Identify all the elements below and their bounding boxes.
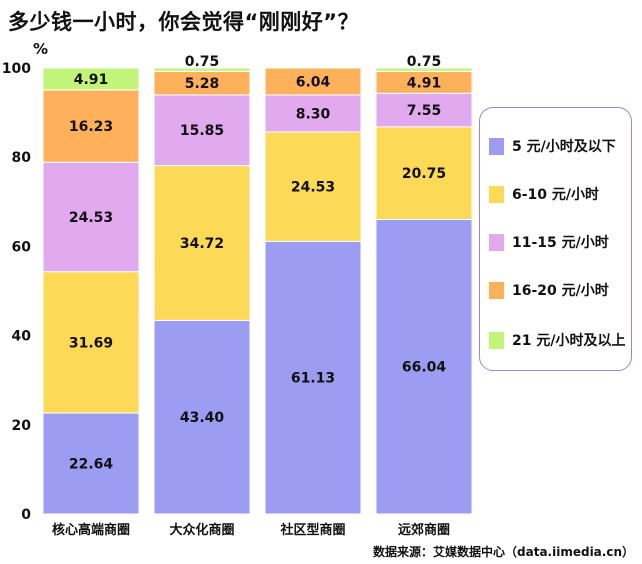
chart-title: 多少钱一小时，你会觉得“刚刚好”？ xyxy=(8,10,360,34)
data-label: 16.23 xyxy=(69,119,113,135)
y-tick-label: 60 xyxy=(12,239,32,255)
bar-segment xyxy=(153,319,251,515)
data-label: 22.64 xyxy=(69,457,114,473)
bar-segment xyxy=(153,67,251,72)
legend-item: 16-20 元/小时 xyxy=(489,280,609,300)
data-label: 0.75 xyxy=(407,54,442,70)
data-label: 6.04 xyxy=(296,74,331,90)
data-source-note: 数据来源：艾媒数据中心（data.iimedia.cn） xyxy=(373,545,634,559)
legend-swatch xyxy=(489,185,504,203)
legend-label: 6-10 元/小时 xyxy=(512,187,600,203)
legend: 5 元/小时及以下 6-10 元/小时 11-15 元/小时 16-20 元/小… xyxy=(479,107,632,371)
x-category-label: 核心高端商圈 xyxy=(52,522,130,538)
data-label: 20.75 xyxy=(402,166,446,182)
legend-item: 6-10 元/小时 xyxy=(489,184,599,204)
data-label: 8.30 xyxy=(296,106,331,122)
bar-segment xyxy=(264,94,362,133)
legend-swatch xyxy=(489,331,504,349)
data-label: 0.75 xyxy=(185,54,220,70)
bar-segment xyxy=(375,92,473,128)
data-label: 43.40 xyxy=(180,410,225,426)
bar-segment xyxy=(264,131,362,242)
bar-segment xyxy=(42,161,140,273)
data-label: 4.91 xyxy=(407,75,442,91)
legend-swatch xyxy=(489,233,504,251)
bar-segment xyxy=(264,67,362,96)
x-category-label: 社区型商圈 xyxy=(279,522,345,538)
data-label: 61.13 xyxy=(291,371,335,387)
data-label: 7.55 xyxy=(407,103,442,119)
bar-segment xyxy=(375,126,473,220)
data-label: 5.28 xyxy=(185,76,220,92)
x-category-label: 大众化商圈 xyxy=(169,522,234,538)
data-label: 15.85 xyxy=(180,123,224,139)
data-label: 4.91 xyxy=(74,72,109,88)
bar-segment xyxy=(375,218,473,515)
y-tick-label: 100 xyxy=(2,61,31,77)
legend-item: 21 元/小时及以上 xyxy=(489,330,625,350)
bar-segment xyxy=(264,240,362,515)
x-category-label: 远郊商圈 xyxy=(398,522,450,538)
data-label: 66.04 xyxy=(402,360,447,376)
bar-segment xyxy=(153,165,251,321)
bar-segment xyxy=(42,67,140,91)
y-axis-unit: % xyxy=(33,40,49,58)
data-label: 34.72 xyxy=(180,236,224,252)
y-tick-label: 80 xyxy=(12,150,32,166)
y-tick-label: 20 xyxy=(12,418,32,434)
bar-segment xyxy=(375,67,473,72)
bar-segment xyxy=(42,412,140,515)
y-tick-label: 0 xyxy=(21,507,31,523)
y-tick-label: 40 xyxy=(12,329,32,345)
bar-segment xyxy=(153,94,251,167)
legend-swatch xyxy=(489,281,504,299)
legend-item: 5 元/小时及以下 xyxy=(489,136,616,156)
bar-segment xyxy=(42,89,140,163)
bar-segment xyxy=(42,271,140,414)
legend-label: 11-15 元/小时 xyxy=(512,235,609,251)
legend-label: 21 元/小时及以上 xyxy=(512,333,626,349)
legend-swatch xyxy=(489,137,504,155)
data-label: 24.53 xyxy=(291,180,335,196)
data-label: 31.69 xyxy=(69,335,113,351)
legend-item: 11-15 元/小时 xyxy=(489,232,609,252)
legend-label: 5 元/小时及以下 xyxy=(512,139,616,155)
legend-label: 16-20 元/小时 xyxy=(512,283,609,299)
data-label: 24.53 xyxy=(69,210,113,226)
